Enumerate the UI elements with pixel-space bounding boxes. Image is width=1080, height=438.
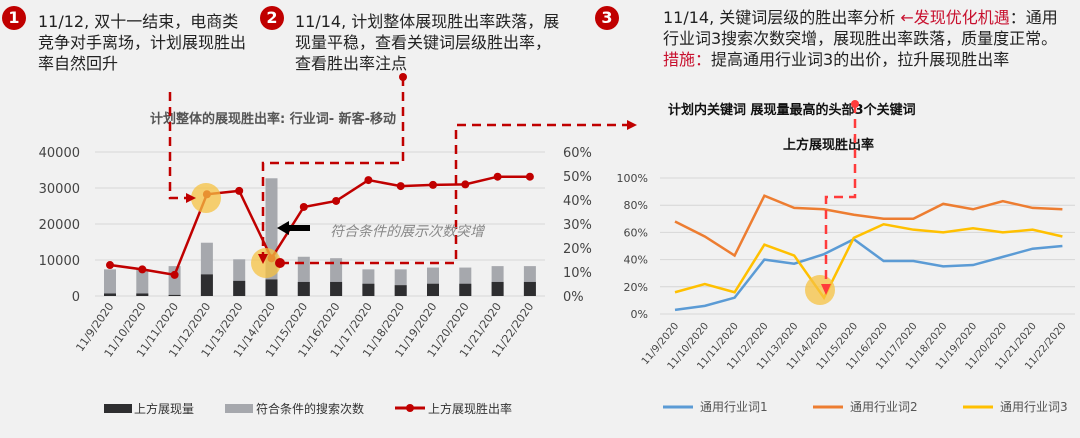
- y-tick-left: 40000: [39, 146, 80, 161]
- dashed-connector: [168, 92, 188, 200]
- bar-search-count: [136, 269, 149, 296]
- step-badge-3: 3: [595, 6, 619, 30]
- series-line-3: [674, 222, 1063, 301]
- dashed-connector: [280, 123, 628, 265]
- bar-impressions: [265, 279, 278, 296]
- note-3-text: 11/14, 关键词层级的胜出率分析: [663, 8, 901, 27]
- note-2: 11/14, 计划整体展现胜出率跌落，展现量平稳，查看关键词层级胜出率，查看胜出…: [295, 12, 560, 73]
- legend-label: 通用行业词2: [850, 400, 918, 414]
- legend-label: 上方展现胜出率: [428, 401, 512, 416]
- series-line-2: [674, 194, 1063, 258]
- legend-marker: [406, 404, 414, 412]
- bar-impressions: [330, 281, 343, 296]
- win-rate-point: [493, 172, 502, 181]
- bar-impressions: [394, 285, 407, 296]
- bar-impressions: [523, 281, 536, 296]
- y-tick-right: 0%: [563, 290, 584, 305]
- bar-search-count: [168, 266, 181, 296]
- series-line-1: [674, 237, 1063, 312]
- y-tick: 80%: [624, 199, 648, 212]
- annotations: [168, 73, 859, 305]
- y-tick-right: 20%: [563, 242, 592, 257]
- win-rate-point: [299, 202, 308, 211]
- y-tick-right: 50%: [563, 170, 592, 185]
- y-tick-left: 20000: [39, 218, 80, 233]
- y-tick: 60%: [624, 226, 648, 239]
- y-tick-right: 10%: [563, 266, 592, 281]
- y-tick: 0%: [631, 308, 648, 321]
- note-1: 11/12, 双十一结束，电商类竞争对手离场，计划展现胜出率自然回升: [38, 12, 247, 73]
- arrow-head-icon: [821, 284, 831, 295]
- win-rate-point: [525, 172, 534, 181]
- y-tick-left: 0: [72, 290, 80, 305]
- note-3-measure: 措施：: [663, 50, 712, 69]
- bar-impressions: [233, 280, 246, 296]
- win-rate-point: [106, 261, 114, 270]
- highlight-circle: [805, 275, 835, 305]
- left-chart-title: 计划整体的展现胜出率: 行业词- 新客-移动: [150, 112, 397, 127]
- note-3-text: ：通用行业词3搜索次数突增，展现胜出率跌落，质量度正常。: [663, 8, 1058, 48]
- bar-impressions: [459, 283, 472, 296]
- bar-impressions: [491, 281, 504, 296]
- note-3-highlight: ←发现优化机遇: [900, 8, 1010, 27]
- bar-impressions: [136, 293, 149, 296]
- bar-search-count: [104, 269, 116, 296]
- arrow-head-icon: [186, 193, 196, 203]
- step-badge-1: 1: [2, 6, 26, 30]
- bar-impressions: [362, 283, 375, 296]
- win-rate-point: [332, 196, 341, 205]
- note-3-text: 提高通用行业词3的出价，拉升展现胜出率: [711, 50, 1010, 69]
- annotation-surge-text: 符合条件的展示次数突增: [330, 224, 486, 240]
- win-rate-point: [138, 265, 147, 274]
- bar-impressions: [297, 281, 310, 296]
- y-tick: 100%: [617, 172, 648, 185]
- right-chart: 0%20%40%60%80%100%11/9/202011/10/202011/…: [617, 172, 1075, 414]
- legend-label: 上方展现量: [134, 401, 194, 416]
- note-3: 11/14, 关键词层级的胜出率分析 ←发现优化机遇：通用行业词3搜索次数突增，…: [663, 7, 1063, 70]
- win-rate-point: [170, 270, 179, 279]
- right-chart-subtitle: 上方展现胜出率: [783, 138, 875, 153]
- y-tick-right: 60%: [563, 146, 592, 161]
- y-tick: 40%: [624, 254, 648, 267]
- arrow-head-icon: [627, 120, 637, 130]
- y-tick-left: 10000: [39, 254, 80, 269]
- win-rate-point: [461, 180, 470, 189]
- win-rate-point: [364, 176, 373, 185]
- highlight-circle: [251, 248, 281, 278]
- y-tick-right: 30%: [563, 218, 592, 233]
- step-badge-2: 2: [260, 6, 284, 30]
- legend-swatch-impressions: [104, 404, 132, 413]
- dashed-connector: [261, 77, 405, 255]
- bar-search-count: [265, 178, 278, 296]
- legend-label: 通用行业词1: [700, 400, 768, 414]
- bar-impressions: [200, 274, 213, 296]
- win-rate-point: [429, 180, 437, 189]
- black-arrow-icon: [277, 221, 310, 235]
- left-chart: 0 10000 20000 30000 40000 0% 10% 20% 30% 40% 50% 60…: [39, 146, 592, 416]
- y-tick-right: 40%: [563, 194, 592, 209]
- win-rate-point: [235, 186, 244, 195]
- highlight-circle: [191, 183, 221, 213]
- bar-impressions: [427, 283, 439, 296]
- y-tick-left: 30000: [39, 182, 80, 197]
- legend-swatch-search: [225, 404, 253, 413]
- bar-impressions: [168, 294, 181, 296]
- win-rate-point: [396, 182, 405, 191]
- bar-impressions: [104, 293, 116, 296]
- win-rate-line: [109, 175, 530, 277]
- arrow-head-icon: [258, 254, 268, 264]
- y-tick: 20%: [624, 281, 648, 294]
- legend-label: 符合条件的搜索次数: [256, 401, 364, 416]
- legend-label: 通用行业词3: [1000, 400, 1068, 414]
- dashed-connector: [824, 104, 857, 285]
